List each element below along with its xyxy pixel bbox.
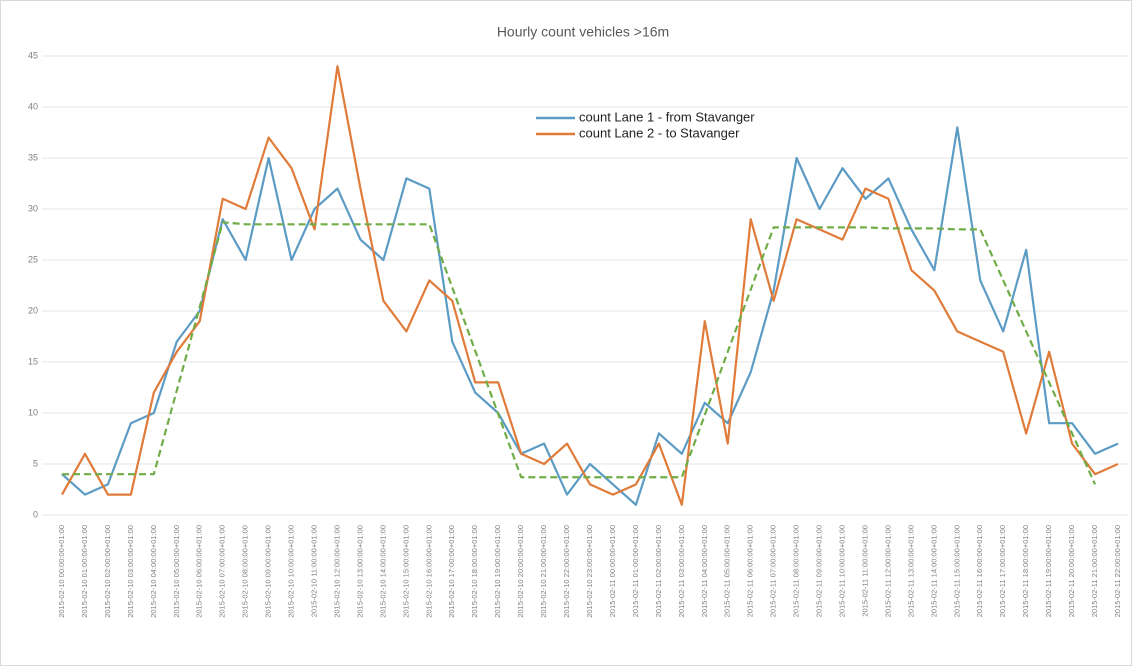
x-tick-label: 2015-02-11 00:00:00+01:00 [608,525,617,617]
x-tick-label: 2015-02-11 05:00:00+01:00 [723,525,732,617]
x-tick-label: 2015-02-11 03:00:00+01:00 [677,525,686,617]
y-tick-label: 15 [28,356,38,366]
x-tick-label: 2015-02-10 19:00:00+01:00 [493,525,502,618]
y-tick-label: 10 [28,407,38,417]
x-tick-label: 2015-02-10 03:00:00+01:00 [126,525,135,618]
x-tick-label: 2015-02-10 14:00:00+01:00 [378,525,387,618]
x-tick-label: 2015-02-10 13:00:00+01:00 [355,525,364,618]
x-tick-label: 2015-02-11 17:00:00+01:00 [998,525,1007,617]
x-tick-label: 2015-02-11 19:00:00+01:00 [1044,525,1053,617]
x-tick-label: 2015-02-10 05:00:00+01:00 [172,525,181,618]
x-tick-label: 2015-02-11 14:00:00+01:00 [929,525,938,617]
x-tick-label: 2015-02-10 10:00:00+01:00 [287,525,296,618]
legend-label: count Lane 2 - to Stavanger [579,125,740,140]
x-tick-label: 2015-02-11 01:00:00+01:00 [631,525,640,617]
x-tick-label: 2015-02-10 00:00:00+01:00 [57,525,66,618]
x-tick-label: 2015-02-10 17:00:00+01:00 [447,525,456,618]
x-tick-label: 2015-02-11 12:00:00+01:00 [883,525,892,617]
x-tick-label: 2015-02-10 15:00:00+01:00 [401,525,410,618]
x-tick-label: 2015-02-10 20:00:00+01:00 [516,525,525,618]
x-tick-label: 2015-02-11 15:00:00+01:00 [952,525,961,617]
y-tick-label: 20 [28,305,38,315]
x-tick-label: 2015-02-10 01:00:00+01:00 [80,525,89,618]
x-tick-label: 2015-02-10 12:00:00+01:00 [332,525,341,618]
x-tick-label: 2015-02-10 22:00:00+01:00 [562,525,571,618]
x-tick-label: 2015-02-10 04:00:00+01:00 [149,525,158,618]
x-tick-label: 2015-02-10 11:00:00+01:00 [310,525,319,617]
x-tick-label: 2015-02-10 07:00:00+01:00 [218,525,227,618]
x-tick-label: 2015-02-10 06:00:00+01:00 [195,525,204,618]
x-tick-label: 2015-02-11 08:00:00+01:00 [792,525,801,617]
x-tick-label: 2015-02-11 06:00:00+01:00 [746,525,755,617]
y-tick-label: 0 [33,509,38,519]
x-tick-label: 2015-02-11 20:00:00+01:00 [1067,525,1076,617]
x-tick-label: 2015-02-10 09:00:00+01:00 [264,525,273,618]
chart-title: Hourly count vehicles >16m [497,24,669,40]
y-tick-label: 5 [33,458,38,468]
x-tick-label: 2015-02-11 13:00:00+01:00 [906,525,915,617]
x-tick-label: 2015-02-11 22:00:00+01:00 [1113,525,1122,617]
y-tick-label: 30 [28,203,38,213]
y-tick-label: 35 [28,152,38,162]
x-tick-label: 2015-02-11 11:00:00+01:00 [860,525,869,617]
x-tick-label: 2015-02-10 18:00:00+01:00 [470,525,479,618]
legend-label: count Lane 1 - from Stavanger [579,109,755,124]
x-tick-label: 2015-02-10 02:00:00+01:00 [103,525,112,618]
x-tick-label: 2015-02-10 16:00:00+01:00 [424,525,433,618]
y-tick-label: 40 [28,101,38,111]
x-tick-label: 2015-02-11 07:00:00+01:00 [769,525,778,617]
x-tick-label: 2015-02-11 16:00:00+01:00 [975,525,984,617]
x-tick-label: 2015-02-11 10:00:00+01:00 [838,525,847,617]
trend-line [62,221,1097,485]
y-tick-label: 45 [28,50,38,60]
x-tick-label: 2015-02-11 09:00:00+01:00 [815,525,824,617]
x-tick-label: 2015-02-10 23:00:00+01:00 [585,525,594,618]
series-line [61,65,1119,506]
x-tick-label: 2015-02-10 08:00:00+01:00 [241,525,250,618]
x-tick-label: 2015-02-11 21:00:00+01:00 [1090,525,1099,617]
x-tick-label: 2015-02-10 21:00:00+01:00 [539,525,548,618]
x-tick-label: 2015-02-11 04:00:00+01:00 [700,525,709,617]
x-tick-label: 2015-02-11 18:00:00+01:00 [1021,525,1030,617]
x-tick-label: 2015-02-11 02:00:00+01:00 [654,525,663,617]
series-line [61,126,1119,506]
y-tick-label: 25 [28,254,38,264]
